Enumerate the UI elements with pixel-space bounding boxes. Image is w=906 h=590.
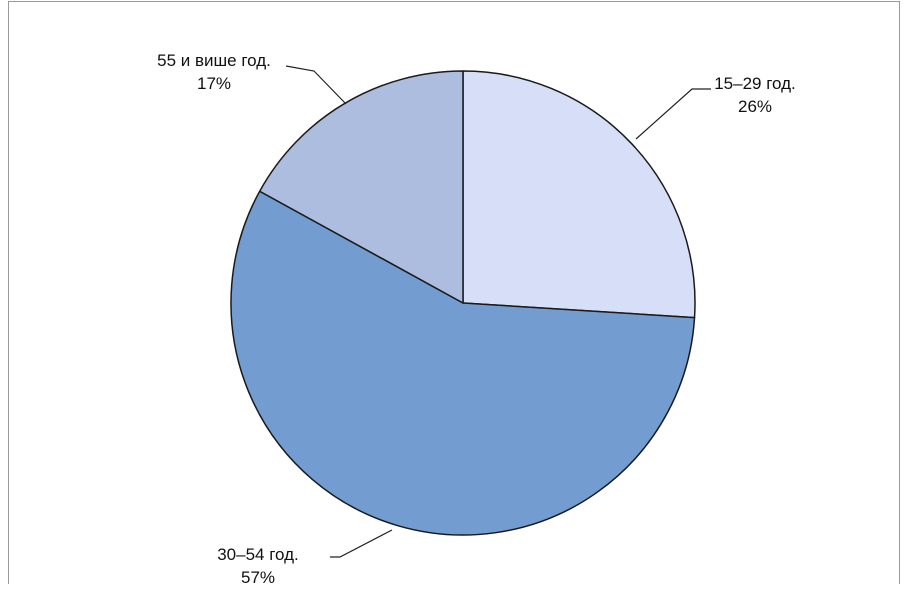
leader-line-3 bbox=[285, 65, 347, 105]
pie-slice-1 bbox=[462, 70, 696, 319]
chart-frame bbox=[8, 1, 900, 584]
pie-slices bbox=[230, 70, 696, 536]
slice-value-label-3: 17% bbox=[197, 74, 231, 93]
slice-label-2: 30–54 год. bbox=[217, 545, 299, 564]
slice-label-3: 55 и више год. bbox=[157, 51, 271, 70]
leader-line-2 bbox=[330, 529, 393, 558]
slice-value-label-2: 57% bbox=[241, 568, 275, 587]
leader-lines bbox=[285, 65, 711, 558]
slice-labels: 15–29 год. 26% 30–54 год. 57% 55 и више год.… bbox=[157, 51, 796, 587]
leader-line-1 bbox=[635, 88, 711, 140]
slice-value-label-1: 26% bbox=[738, 97, 772, 116]
pie-slice-2 bbox=[230, 190, 696, 536]
slice-label-1: 15–29 год. bbox=[714, 74, 796, 93]
